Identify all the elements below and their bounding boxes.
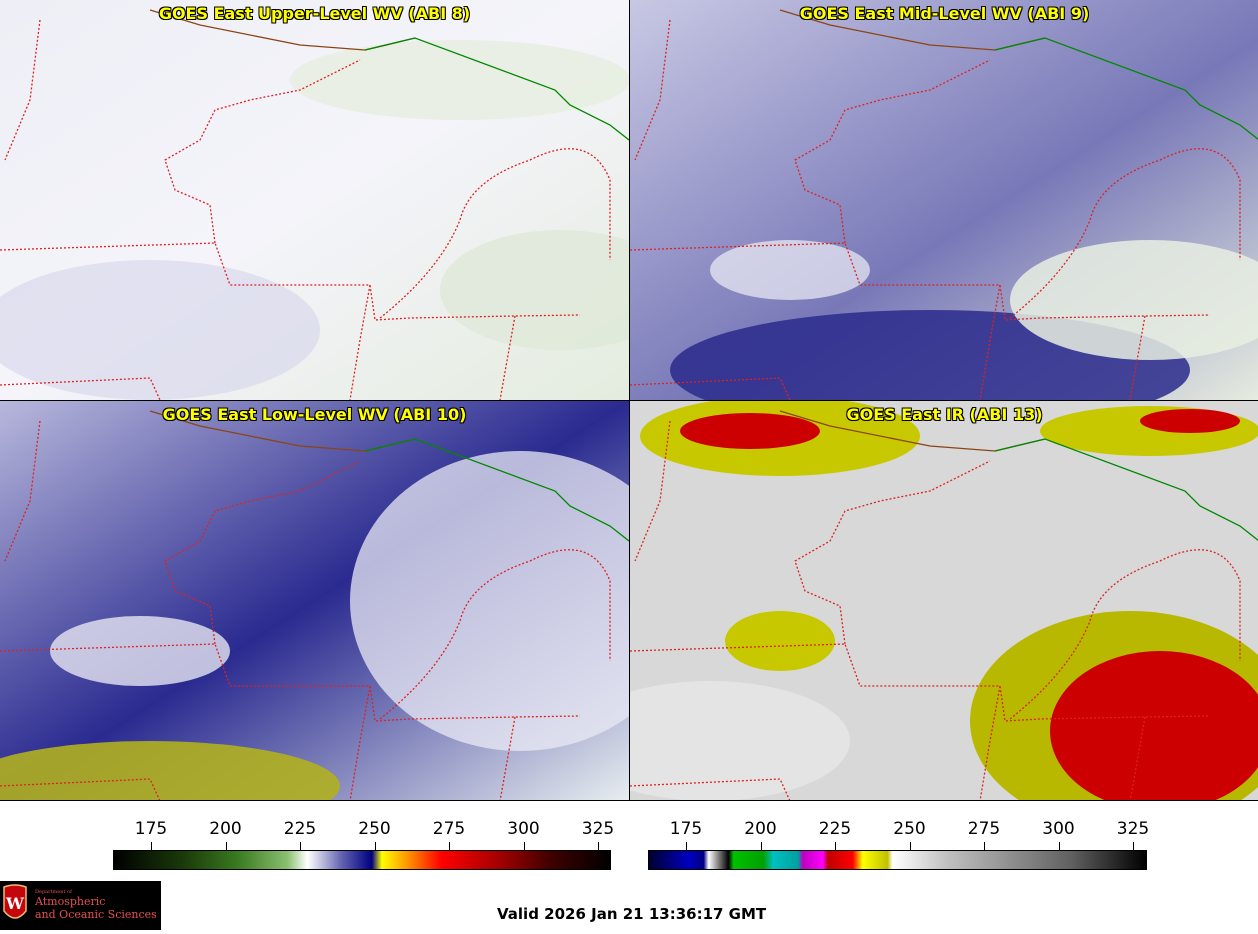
- colorbar-wv-tick-label: 325: [581, 819, 615, 839]
- colorbar-ir-tick-label: 325: [1116, 819, 1150, 839]
- map-boundary: [994, 438, 1258, 542]
- colorbar-ir-tick-label: 300: [1042, 819, 1075, 839]
- colorbar-wv-tick: [151, 842, 152, 850]
- map-boundary: [4, 420, 41, 562]
- colorbar-ir-tick-label: 250: [893, 819, 926, 839]
- panel-title: GOES East Low-Level WV (ABI 10): [162, 405, 467, 424]
- map-boundary: [634, 420, 671, 562]
- colorbar-ir-tick: [760, 842, 762, 850]
- colorbar-wv-tick-label: 275: [432, 819, 466, 839]
- colorbar-wv-tick: [523, 842, 525, 850]
- aos-logo: W Department of Atmospheric and Oceanic …: [0, 881, 161, 930]
- map-boundary: [794, 59, 991, 244]
- map-boundary: [1009, 549, 1241, 720]
- map-boundary: [1009, 148, 1241, 319]
- colorbar-wv: [113, 850, 611, 870]
- map-boundary: [4, 19, 41, 161]
- map-boundary: [979, 284, 1001, 400]
- panel-low-level-wv: GOES East Low-Level WV (ABI 10): [0, 401, 629, 801]
- colorbar-wv-tick-label: 225: [283, 819, 317, 839]
- crest-letter: W: [5, 894, 25, 913]
- map-boundary: [349, 284, 371, 400]
- colorbar-wv-tick-label: 300: [507, 819, 540, 839]
- panel-title: GOES East Mid-Level WV (ABI 9): [799, 4, 1090, 23]
- map-boundary: [364, 438, 629, 542]
- panel-ir: GOES East IR (ABI 13): [630, 401, 1258, 801]
- colorbar-wv-tick-label: 200: [209, 819, 242, 839]
- map-boundary: [979, 685, 1001, 801]
- panel-title: GOES East IR (ABI 13): [846, 405, 1043, 424]
- colorbar-wv-tick: [225, 842, 227, 850]
- map-boundary: [994, 37, 1258, 141]
- satellite-image-mid-wv: [630, 0, 1258, 400]
- panel-frame-bottom: [0, 800, 1258, 801]
- colorbar-ir-tick-label: 200: [744, 819, 777, 839]
- colorbar-ir-tick-label: 175: [669, 819, 703, 839]
- colorbar-wv-tick: [598, 842, 599, 850]
- colorbar-wv-tick: [300, 842, 301, 850]
- colorbar-ir-tick: [984, 842, 985, 850]
- colorbar-ir-tick-label: 225: [818, 819, 852, 839]
- colorbar-ir-tick: [835, 842, 836, 850]
- colorbar-ir-tick: [1058, 842, 1060, 850]
- panel-upper-level-wv: GOES East Upper-Level WV (ABI 8): [0, 0, 629, 400]
- logo-line2: Atmospheric: [34, 895, 105, 908]
- map-boundary: [164, 460, 361, 645]
- map-boundary: [634, 19, 671, 161]
- colorbar-wv-tick: [449, 842, 450, 850]
- map-boundary: [364, 37, 629, 141]
- map-boundary: [379, 549, 611, 720]
- map-boundary: [164, 59, 361, 244]
- satellite-image-low-wv: [0, 401, 629, 801]
- map-boundary: [379, 148, 611, 319]
- panel-divider-horizontal: [0, 400, 1258, 401]
- logo-line1: Department of: [35, 889, 73, 895]
- colorbar-wv-tick-label: 175: [134, 819, 168, 839]
- colorbar-ir-tick-label: 275: [967, 819, 1001, 839]
- panel-mid-level-wv: GOES East Mid-Level WV (ABI 9): [630, 0, 1258, 400]
- valid-time: Valid 2026 Jan 21 13:36:17 GMT: [497, 905, 767, 923]
- map-boundary: [0, 643, 581, 722]
- map-boundary: [349, 685, 371, 801]
- satellite-image-upper-wv: [0, 0, 629, 400]
- map-boundary: [794, 460, 991, 645]
- colorbar-wv-tick-label: 250: [358, 819, 391, 839]
- colorbar-ir: [648, 850, 1147, 870]
- colorbar-ir-tick: [909, 842, 911, 850]
- logo-line3: and Oceanic Sciences: [35, 908, 157, 921]
- panel-title: GOES East Upper-Level WV (ABI 8): [158, 4, 471, 23]
- colorbar-ir-tick: [686, 842, 687, 850]
- satellite-image-ir: [630, 401, 1258, 801]
- map-boundary: [0, 242, 581, 321]
- map-boundary: [630, 643, 1211, 722]
- map-boundary: [630, 242, 1211, 321]
- colorbar-ir-tick: [1133, 842, 1134, 850]
- uw-crest-logo: W Department of Atmospheric and Oceanic …: [3, 884, 157, 921]
- colorbar-wv-tick: [374, 842, 376, 850]
